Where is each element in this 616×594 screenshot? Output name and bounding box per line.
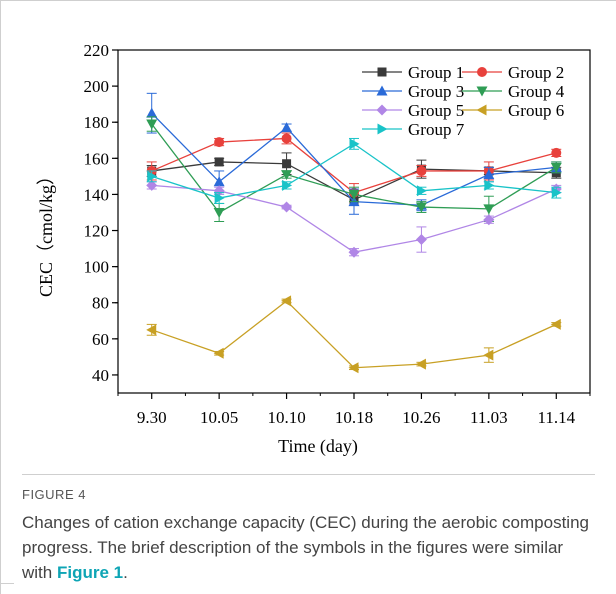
data-point	[348, 362, 359, 374]
legend-label: Group 4	[508, 82, 565, 101]
data-point	[416, 185, 427, 197]
cec-line-chart: 40 60 80 100 120 140 160 180 200 220 9.30 10.05 10.1…	[36, 41, 591, 457]
data-point	[550, 162, 562, 173]
data-point	[483, 349, 494, 361]
x-tick-label: 11.03	[470, 408, 508, 427]
series-layer	[146, 92, 562, 374]
series-group-4	[146, 116, 562, 222]
series-group-6	[146, 295, 562, 374]
data-point	[483, 169, 495, 180]
y-tick-label: 40	[92, 366, 109, 385]
legend-entry: Group 3	[362, 82, 464, 101]
data-point	[146, 119, 158, 130]
legend-label: Group 6	[508, 101, 564, 120]
x-tick-label: 10.10	[267, 408, 305, 427]
data-point	[349, 138, 360, 150]
x-tick-label: 9.30	[137, 408, 167, 427]
legend-marker	[477, 67, 487, 77]
data-point	[146, 107, 158, 118]
x-tick-label: 11.14	[537, 408, 575, 427]
figure-1-link[interactable]: Figure 1	[56, 563, 124, 582]
data-point	[415, 234, 427, 246]
legend-marker	[376, 85, 388, 96]
x-tick-label: 10.18	[335, 408, 373, 427]
legend-entry: Group 7	[362, 120, 465, 139]
legend-entry: Group 5	[362, 101, 464, 120]
legend-label: Group 7	[408, 120, 465, 139]
caption-end: .	[123, 563, 128, 582]
legend-entry: Group 2	[462, 63, 564, 82]
data-point	[416, 165, 427, 176]
data-point	[281, 170, 293, 181]
y-tick-label: 220	[84, 41, 110, 60]
y-tick-label: 80	[92, 294, 109, 313]
data-point	[281, 133, 292, 144]
legend-label: Group 3	[408, 82, 464, 101]
x-tick-label: 10.26	[402, 408, 440, 427]
y-tick-label: 140	[84, 185, 110, 204]
axis-ticks: 40 60 80 100 120 140 160 180 200 220 9.30 10.05 10.1…	[84, 41, 591, 427]
series-group-7	[146, 137, 562, 204]
x-tick-label: 10.05	[200, 408, 238, 427]
data-point	[147, 170, 158, 182]
data-point	[281, 201, 293, 213]
data-point	[348, 246, 360, 258]
legend-marker	[377, 123, 388, 135]
series-line	[151, 300, 557, 369]
figure-label: FIGURE 4	[22, 487, 86, 502]
legend-label: Group 5	[408, 101, 464, 120]
y-tick-label: 200	[84, 77, 110, 96]
legend-label: Group 2	[508, 63, 564, 82]
y-tick-label: 100	[84, 258, 110, 277]
legend-entry: Group 6	[462, 101, 564, 120]
frame-bottom-tick	[0, 583, 14, 584]
data-point	[213, 207, 225, 218]
y-tick-label: 180	[84, 113, 110, 132]
data-point	[551, 187, 562, 199]
data-point	[551, 147, 562, 158]
legend-marker	[377, 67, 387, 77]
data-point	[281, 295, 292, 307]
y-tick-label: 60	[92, 330, 109, 349]
data-point	[483, 204, 495, 215]
data-point	[484, 179, 495, 191]
y-axis-label: CEC（cmol/kg）	[36, 167, 56, 297]
data-point	[213, 176, 225, 187]
data-point	[281, 122, 293, 133]
data-point	[282, 159, 292, 169]
data-point	[146, 179, 158, 191]
legend-label: Group 1	[408, 63, 464, 82]
legend-marker	[376, 104, 388, 116]
legend-marker	[476, 86, 488, 97]
data-point	[348, 189, 360, 200]
figure-caption: Changes of cation exchange capacity (CEC…	[22, 510, 597, 585]
data-point	[483, 214, 495, 226]
data-point	[415, 358, 426, 370]
legend-entry: Group 1	[362, 63, 464, 82]
legend-marker	[476, 104, 487, 116]
data-point	[146, 324, 157, 336]
data-point	[214, 192, 225, 204]
caption-text: Changes of cation exchange capacity (CEC…	[22, 513, 589, 582]
y-tick-label: 160	[84, 149, 110, 168]
data-point	[214, 157, 224, 167]
data-point	[550, 318, 561, 330]
legend-entry: Group 4	[462, 82, 565, 101]
data-point	[213, 347, 224, 359]
data-point	[214, 137, 225, 148]
x-axis-label: Time (day)	[278, 436, 358, 457]
data-point	[415, 202, 427, 213]
y-tick-label: 120	[84, 222, 110, 241]
caption-divider	[22, 474, 595, 475]
data-point	[282, 179, 293, 191]
